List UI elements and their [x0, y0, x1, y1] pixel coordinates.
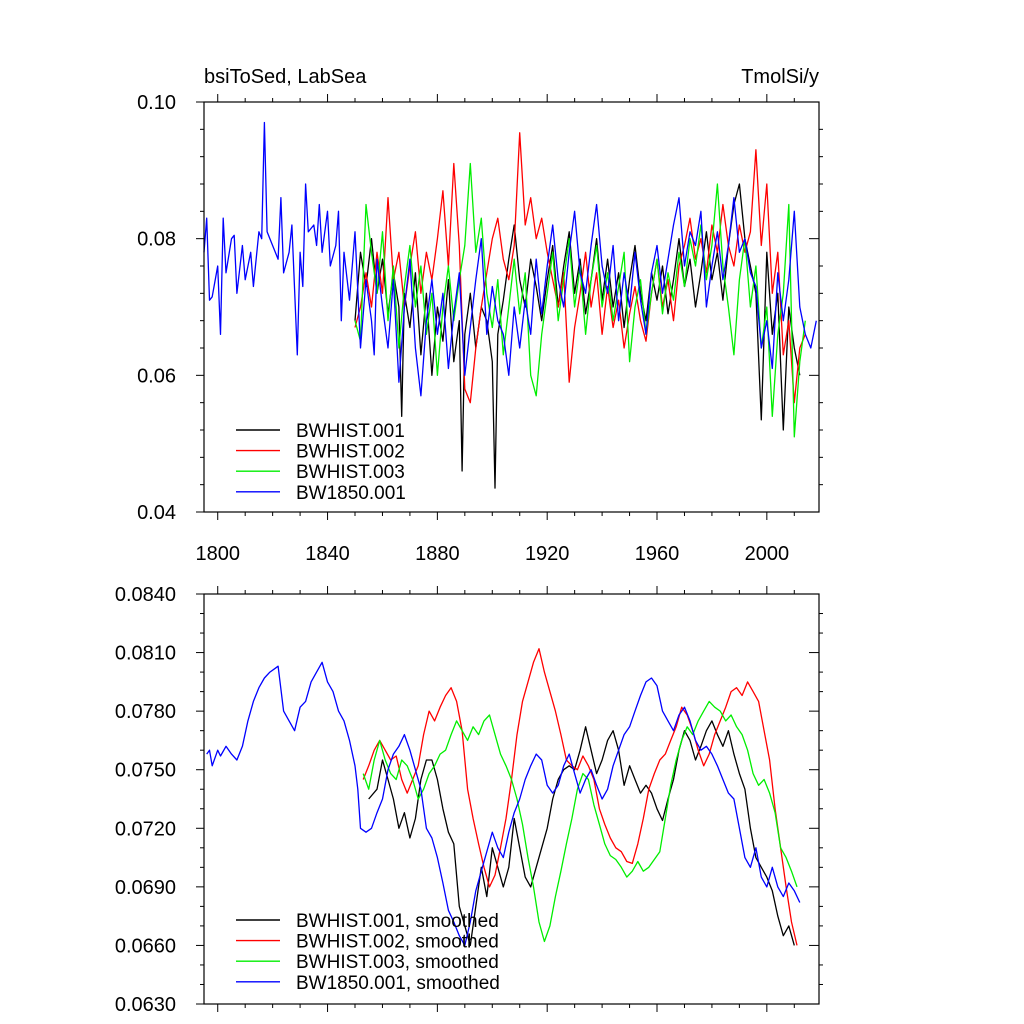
- x-tick-label: 1880: [415, 543, 460, 565]
- y-tick-label: 0.04: [137, 502, 176, 524]
- top-panel-series: [203, 121, 817, 489]
- y-tick-label: 0.0630: [115, 994, 176, 1016]
- x-tick-label: 1960: [635, 543, 680, 565]
- top-panel: bsiToSed, LabSea TmolSi/y 1800 1840 1880 19…: [137, 66, 823, 565]
- top-panel-frame: [203, 101, 820, 513]
- top-panel-title-left: bsiToSed, LabSea: [204, 66, 367, 88]
- legend-label: BWHIST.001: [296, 421, 405, 442]
- y-tick-label: 0.0780: [115, 701, 176, 723]
- x-tick-label: 2000: [745, 543, 790, 565]
- series-line-4: [203, 121, 817, 397]
- series-line-4: [206, 661, 801, 947]
- bottom-panel-frame: [203, 593, 820, 1005]
- y-tick-label: 0.0810: [115, 643, 176, 665]
- legend-label: BWHIST.003, smoothed: [296, 952, 499, 973]
- series-line-1: [354, 183, 801, 489]
- series-line-1: [368, 720, 795, 947]
- legend-label: BWHIST.002: [296, 442, 405, 463]
- x-tick-label: 1840: [305, 543, 350, 565]
- bottom-panel-series: [206, 648, 801, 947]
- legend-label: BWHIST.003: [296, 462, 405, 483]
- bottom-panel: 0.0630 0.0660 0.0690 0.0720 0.0750 0.0780 0.08…: [115, 584, 823, 1016]
- top-panel-title-right: TmolSi/y: [741, 66, 819, 88]
- y-tick-label: 0.0720: [115, 818, 176, 840]
- y-tick-label: 0.06: [137, 365, 176, 387]
- y-tick-label: 0.0750: [115, 760, 176, 782]
- top-panel-ticks: 1800 1840 1880 1920 1960 2000 0.04 0.06 0.08 0.10: [137, 92, 823, 565]
- legend-label: BW1850.001: [296, 483, 406, 504]
- legend-label: BWHIST.001, smoothed: [296, 911, 499, 932]
- y-tick-label: 0.0660: [115, 935, 176, 957]
- x-tick-label: 1920: [525, 543, 570, 565]
- series-line-2: [362, 648, 798, 946]
- y-tick-label: 0.10: [137, 92, 176, 114]
- y-tick-label: 0.0690: [115, 877, 176, 899]
- bottom-panel-ticks: 0.0630 0.0660 0.0690 0.0720 0.0750 0.0780 0.08…: [115, 584, 823, 1016]
- series-line-2: [354, 132, 806, 404]
- series-line-3: [362, 700, 798, 943]
- x-tick-label: 1800: [195, 543, 240, 565]
- legend-label: BWHIST.002, smoothed: [296, 932, 499, 953]
- y-tick-label: 0.08: [137, 229, 176, 251]
- legend-label: BW1850.001, smoothed: [296, 973, 500, 994]
- y-tick-label: 0.0840: [115, 584, 176, 606]
